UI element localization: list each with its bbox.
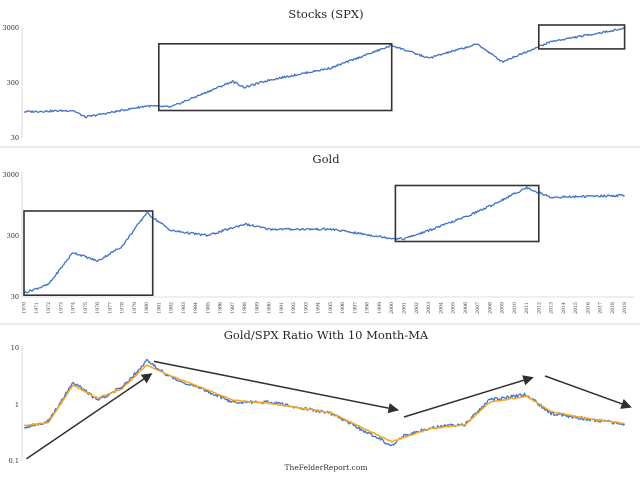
annotation-box-2 — [537, 24, 626, 50]
trend-arrow-1 — [26, 373, 153, 460]
ytick-ratio-0.1: 0.1 — [9, 457, 19, 465]
x-tick-label: 1992 — [291, 302, 297, 314]
chart-title-spx: Stocks (SPX) — [288, 7, 363, 21]
ytick-gold-300: 300 — [7, 232, 19, 240]
x-tick-label: 1975 — [83, 302, 89, 314]
x-tick-label: 1987 — [230, 302, 236, 314]
x-tick-label: 1981 — [156, 302, 162, 314]
x-tick-label: 1984 — [193, 302, 199, 314]
x-tick-label: 2000 — [389, 302, 395, 314]
x-tick-label: 1988 — [242, 302, 248, 314]
x-tick-label: 2006 — [463, 302, 469, 314]
annotation-box-1 — [23, 210, 154, 296]
x-tick-label: 1983 — [181, 302, 187, 314]
trend-arrow-3 — [403, 375, 534, 418]
series-marks-ratio — [23, 358, 632, 460]
panel-gold: Gold 3000 300 30 1970 1971 1972 1973 1974 197… — [2, 152, 634, 314]
x-tick-label: 2013 — [549, 302, 555, 314]
x-tick-label: 1986 — [218, 302, 224, 314]
x-tick-label: 1995 — [328, 302, 334, 314]
x-tick-label: 1979 — [132, 302, 138, 314]
x-tick-label: 1996 — [340, 302, 346, 314]
series-marks-spx — [23, 24, 626, 119]
footer-credit: TheFelderReport.com — [285, 463, 368, 472]
x-tick-label: 1974 — [71, 302, 77, 314]
annotation-box-1 — [158, 42, 393, 112]
ytick-spx-300: 300 — [7, 79, 19, 87]
x-tick-label: 1976 — [95, 302, 101, 314]
x-tick-label: 1990 — [267, 302, 273, 314]
x-tick-label: 2015 — [573, 302, 579, 314]
x-tick-label: 2014 — [561, 302, 567, 314]
x-tick-label: 1994 — [316, 302, 322, 314]
annotation-box-2 — [394, 184, 540, 243]
series-line-gold — [23, 186, 626, 294]
x-tick-label: 2012 — [536, 302, 542, 314]
x-tick-label: 1972 — [46, 302, 52, 314]
x-tick-label: 1985 — [205, 302, 211, 314]
x-tick-label: 1991 — [279, 302, 285, 314]
x-tick-label: 1997 — [353, 302, 359, 314]
x-tick-label: 2008 — [487, 302, 493, 314]
x-tick-label: 1998 — [365, 302, 371, 314]
x-tick-label: 1971 — [34, 302, 40, 314]
ytick-ratio-1: 1 — [15, 401, 19, 409]
x-tick-labels: 1970 1971 1972 1973 1974 1975 1976 1977 1978 1979… — [22, 302, 629, 314]
x-tick-label: 1989 — [254, 302, 260, 314]
ytick-gold-30: 30 — [11, 293, 19, 301]
ytick-spx-3000: 3000 — [2, 24, 19, 32]
chart-title-ratio: Gold/SPX Ratio With 10 Month-MA — [224, 328, 429, 342]
trend-arrow-2 — [153, 360, 399, 414]
x-tick-label: 2016 — [585, 302, 591, 314]
trend-arrow-4 — [544, 375, 632, 409]
x-tick-label: 1978 — [120, 302, 126, 314]
series-line-spx — [23, 26, 626, 119]
x-tick-label: 1999 — [377, 302, 383, 314]
x-tick-label: 2017 — [598, 302, 604, 314]
panel-spx: Stocks (SPX) 3000 300 30 — [2, 7, 626, 142]
x-tick-label: 2004 — [438, 302, 444, 314]
x-tick-label: 1977 — [107, 302, 113, 314]
x-tick-label: 2007 — [475, 302, 481, 314]
series-line-moving-average — [23, 364, 625, 443]
x-tick-label: 2018 — [610, 302, 616, 314]
series-marks-gold — [23, 184, 626, 296]
x-tick-label: 2009 — [500, 302, 506, 314]
ytick-spx-30: 30 — [11, 134, 19, 142]
x-tick-label: 2005 — [451, 302, 457, 314]
x-tick-label: 1970 — [22, 302, 28, 314]
x-tick-label: 2011 — [524, 302, 530, 314]
ytick-ratio-10: 10 — [11, 344, 19, 352]
x-tick-label: 1973 — [58, 302, 64, 314]
x-tick-label: 2019 — [622, 302, 628, 314]
x-tick-label: 1993 — [303, 302, 309, 314]
x-tick-label: 1980 — [144, 302, 150, 314]
series-line-gold-spx-ratio — [23, 358, 626, 447]
ytick-gold-3000: 3000 — [2, 171, 19, 179]
x-tick-label: 2003 — [426, 302, 432, 314]
chart-title-gold: Gold — [312, 152, 340, 166]
x-tick-label: 2001 — [402, 302, 408, 314]
x-tick-label: 2010 — [512, 302, 518, 314]
x-tick-label: 1982 — [169, 302, 175, 314]
x-tick-label: 2002 — [414, 302, 420, 314]
panel-ratio: Gold/SPX Ratio With 10 Month-MA 10 1 0.1 — [9, 328, 632, 465]
